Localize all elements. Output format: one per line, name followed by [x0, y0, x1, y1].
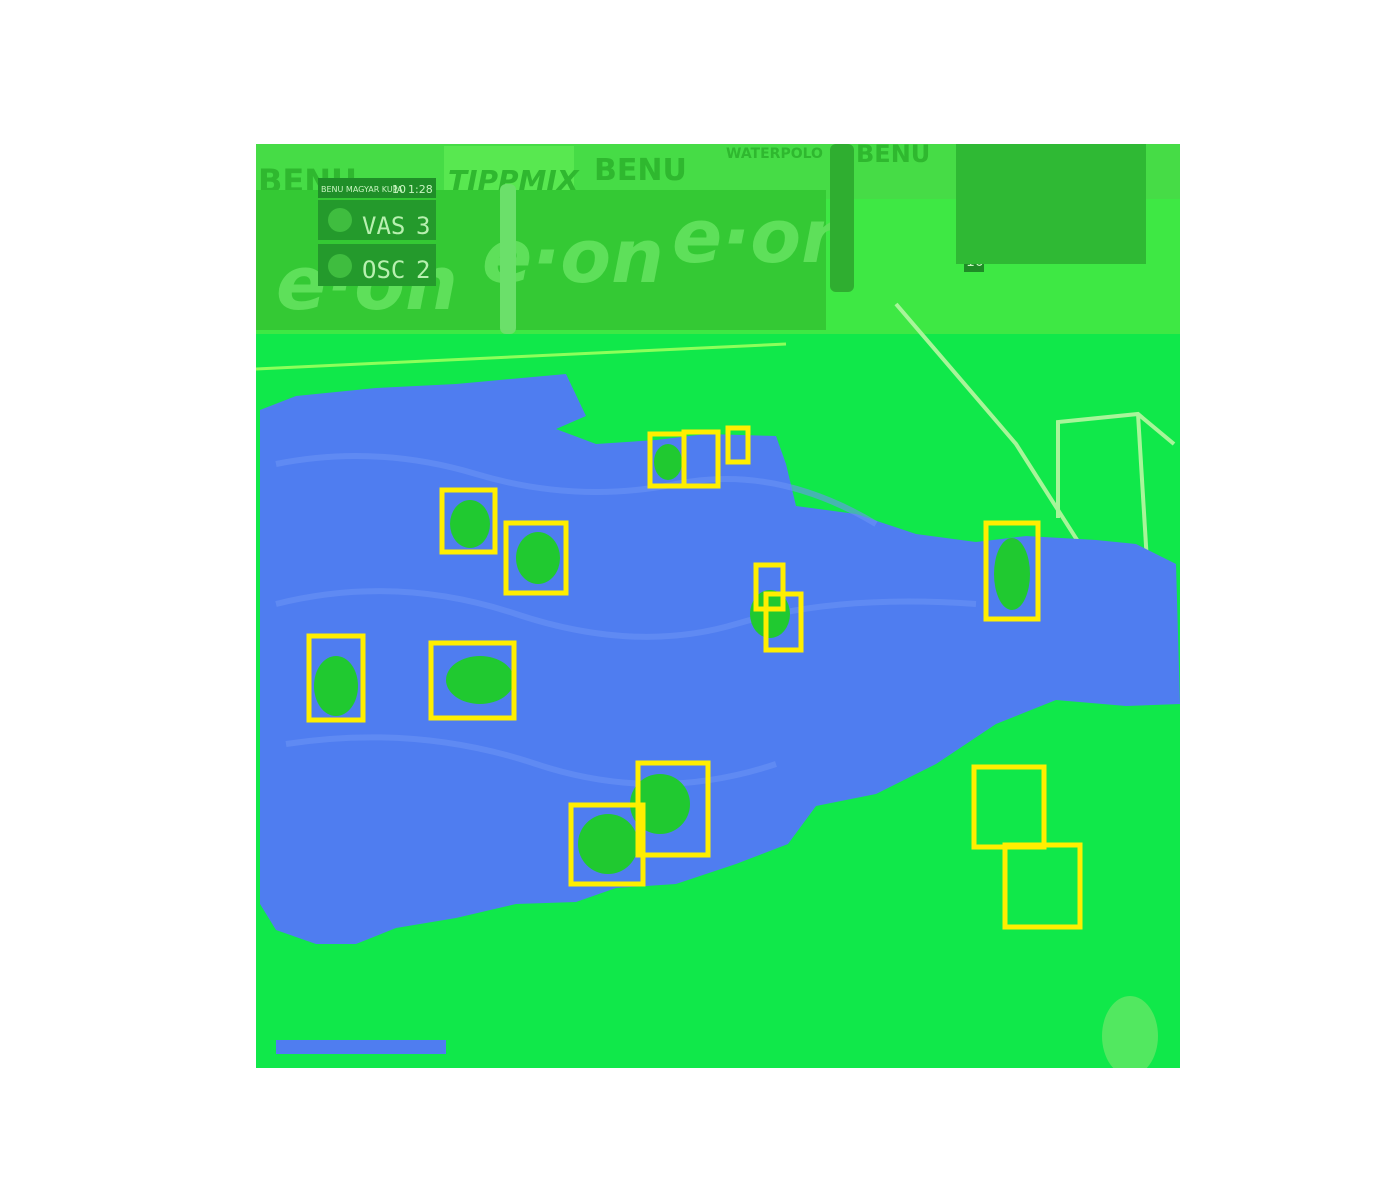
ad-board-benu-center: BENU: [594, 153, 687, 188]
player-figure: [750, 590, 790, 638]
detection-box[interactable]: [568, 802, 646, 887]
water-region: [260, 374, 1180, 944]
scoreboard-header: [318, 178, 436, 198]
detection-box[interactable]: [503, 520, 569, 596]
detection-box[interactable]: [725, 425, 751, 465]
detection-box[interactable]: [306, 633, 366, 723]
segmentation-overlay-image: BENU TIPPMIX BENU WATERPOLO BENU e·on e·…: [256, 144, 1180, 1068]
player-figure: [994, 538, 1030, 610]
player-figure: [654, 444, 682, 480]
water-ripple-1: [275, 453, 878, 527]
player-figure: [578, 814, 638, 874]
detection-box[interactable]: [635, 760, 711, 858]
referee-figure: [500, 184, 516, 334]
scoreboard-competition: BENU MAGYAR KUPA: [321, 185, 403, 194]
scoreboard-period: 10: [392, 183, 406, 196]
player-figure: [446, 656, 514, 704]
referee-bottom: [1102, 996, 1158, 1068]
home-crest-icon: [328, 208, 352, 232]
detection-box[interactable]: [1002, 842, 1083, 930]
away-crest-icon: [328, 254, 352, 278]
spectators-group: [956, 144, 1146, 264]
scoreboard-home-team: VAS: [362, 212, 405, 240]
scoreboard-away-team: OSC: [362, 256, 405, 284]
detection-box[interactable]: [753, 562, 786, 612]
scoreboard-away-score: 2: [416, 256, 430, 284]
lane-rope: [256, 342, 787, 371]
scoreboard-clock: 1:28: [408, 183, 433, 196]
player-figure: [516, 532, 560, 584]
detection-boxes: [306, 425, 1083, 930]
ad-board-waterpolo: WATERPOLO: [726, 146, 823, 162]
banner-eon-3: e·on: [672, 194, 854, 280]
official-figure: [830, 144, 854, 292]
water-ripple-3: [285, 734, 777, 787]
player-figure: [314, 656, 358, 716]
detection-box[interactable]: [681, 429, 721, 489]
detection-box[interactable]: [428, 640, 517, 721]
ad-board-benu-right: BENU: [856, 144, 930, 168]
detection-box[interactable]: [763, 591, 804, 653]
detection-box[interactable]: [439, 487, 498, 555]
detection-box[interactable]: [983, 520, 1041, 622]
water-strip-bottom: [276, 1040, 446, 1054]
players-layer: [314, 444, 1158, 1068]
water-ripple-2: [275, 588, 977, 640]
player-figure: [450, 500, 490, 548]
scoreboard: BENU MAGYAR KUPA 10 1:28 VAS 3 OSC 2: [318, 178, 436, 286]
scoreboard-home-score: 3: [416, 212, 430, 240]
scene-canvas: BENU TIPPMIX BENU WATERPOLO BENU e·on e·…: [256, 144, 1180, 1068]
